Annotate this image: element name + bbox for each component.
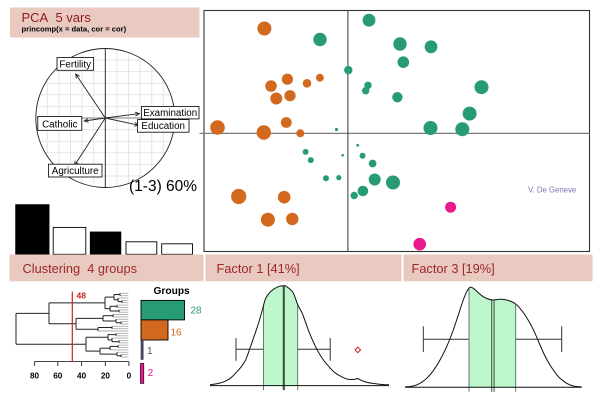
svg-text:16: 16 xyxy=(171,328,183,339)
svg-text:40: 40 xyxy=(77,372,87,381)
svg-text:Examination: Examination xyxy=(143,108,197,119)
svg-text:Factor 1 [41%]: Factor 1 [41%] xyxy=(217,261,300,276)
svg-text:Catholic: Catholic xyxy=(42,119,77,130)
svg-text:Clustering 4 groups: Clustering 4 groups xyxy=(23,261,138,276)
svg-text:28: 28 xyxy=(191,306,203,317)
svg-text:2: 2 xyxy=(148,368,154,379)
svg-text:1: 1 xyxy=(147,346,153,357)
svg-text:Fertility: Fertility xyxy=(59,59,91,70)
svg-text:Agriculture: Agriculture xyxy=(52,166,99,177)
svg-text:Factor 3 [19%]: Factor 3 [19%] xyxy=(412,261,495,276)
svg-text:Education: Education xyxy=(141,121,185,132)
svg-text:V. De Geneve: V. De Geneve xyxy=(528,186,576,195)
svg-text:PCA 5 vars: PCA 5 vars xyxy=(22,10,92,25)
svg-text:80: 80 xyxy=(30,372,40,381)
svg-text:48: 48 xyxy=(77,291,87,301)
svg-text:(1-3) 60%: (1-3) 60% xyxy=(129,178,197,195)
svg-text:Groups: Groups xyxy=(154,286,191,297)
svg-text:0: 0 xyxy=(127,372,132,381)
svg-text:princomp(x = data, cor = cor): princomp(x = data, cor = cor) xyxy=(22,25,127,34)
svg-text:20: 20 xyxy=(101,372,111,381)
svg-text:60: 60 xyxy=(53,372,63,381)
